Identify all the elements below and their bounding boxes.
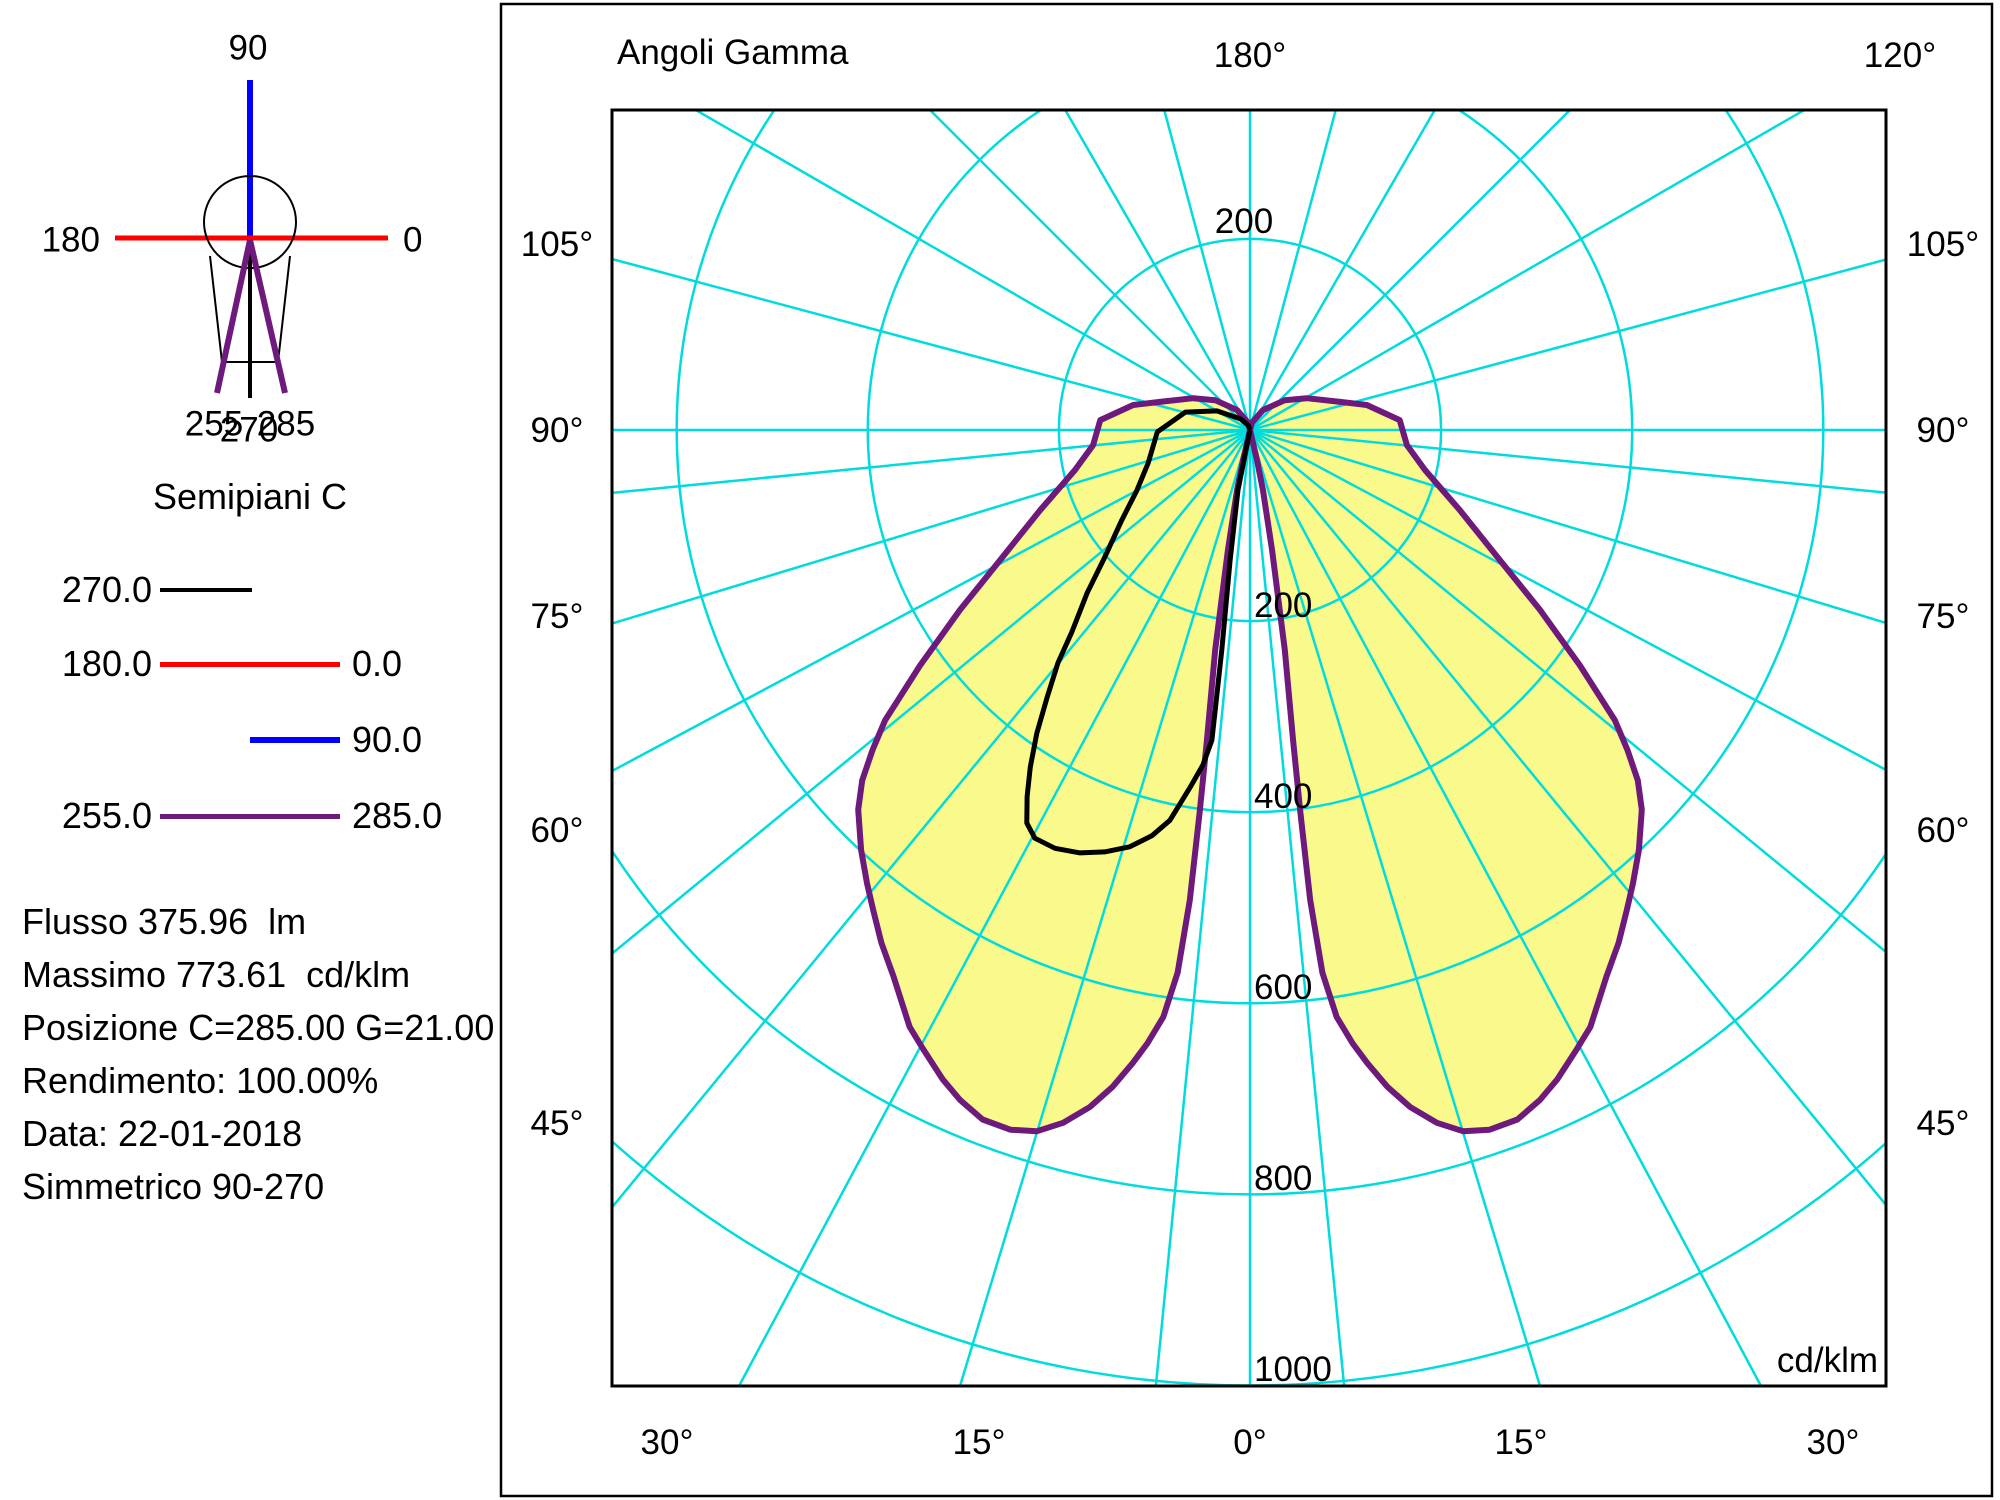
radial-value-label: 400 xyxy=(1254,777,1312,816)
grid-ray-upper xyxy=(1249,110,1807,432)
info-date: Data: 22-01-2018 xyxy=(22,1113,303,1154)
gamma-angle-label: 30° xyxy=(1807,1423,1860,1462)
curve-envelope-fill xyxy=(858,398,1642,1132)
grid-ray-lower xyxy=(1249,428,1886,772)
lamp-label-255: 255 xyxy=(184,404,244,444)
legend-label-180: 180.0 xyxy=(61,643,152,684)
grid-ray-lower xyxy=(612,429,1251,1210)
grid-ray-lower xyxy=(1249,428,1886,625)
radial-value-label: 200 xyxy=(1215,202,1273,241)
legend-label-90: 90.0 xyxy=(352,719,423,760)
lamp-bulb-cone-right xyxy=(277,255,291,363)
info-maximum: Massimo 773.61 cd/klm xyxy=(22,954,411,995)
grid-ray-lower xyxy=(612,428,1251,773)
gamma-angle-label: 60° xyxy=(531,811,584,850)
gamma-angle-label: 60° xyxy=(1917,811,1970,850)
radial-value-label: 1000 xyxy=(1254,1350,1332,1389)
lamp-label-0: 0 xyxy=(403,220,423,260)
grid-ray-upper xyxy=(1063,110,1252,431)
legend-line-0-180 xyxy=(160,662,340,667)
grid-ray-upper xyxy=(928,110,1251,431)
grid-ray-upper xyxy=(693,110,1251,432)
chart-title: Angoli Gamma xyxy=(617,33,849,72)
lamp-plane-255-line xyxy=(214,239,253,394)
legend-label-270: 270.0 xyxy=(61,569,152,610)
grid-ray-lower xyxy=(612,428,1251,495)
radial-value-label: 200 xyxy=(1254,586,1312,625)
sidebar: 90 180 0 255 270 285 Semipiani C 270.0 1… xyxy=(0,0,500,1500)
gamma-angle-label: 75° xyxy=(531,597,584,636)
grid-ray-lower xyxy=(1248,429,1346,1386)
radial-value-label: 800 xyxy=(1254,1159,1312,1198)
gamma-angle-label: 120° xyxy=(1864,36,1936,75)
photometric-info: Flusso 375.96 lm Massimo 773.61 cd/klm P… xyxy=(22,895,494,1213)
info-position: Posizione C=285.00 G=21.00 xyxy=(22,1007,495,1048)
gamma-angle-label: 15° xyxy=(953,1423,1006,1462)
grid-ray-lower xyxy=(1249,428,1886,494)
legend-label-255: 255.0 xyxy=(61,795,152,836)
lamp-label-270: 270 xyxy=(219,410,279,450)
legend-label-285: 285.0 xyxy=(352,795,443,836)
lamp-label-90: 90 xyxy=(228,28,268,68)
grid-ray-upper xyxy=(1248,110,1437,431)
radial-value-label: 600 xyxy=(1254,968,1312,1007)
legend-line-270 xyxy=(160,588,252,592)
lamp-plane-285-line xyxy=(247,239,288,394)
grid-ray-lower xyxy=(1249,429,1886,954)
gamma-angle-label: 45° xyxy=(1917,1104,1970,1143)
lamp-label-180: 180 xyxy=(41,220,100,260)
gamma-angle-label: 15° xyxy=(1495,1423,1548,1462)
gamma-angle-label: 90° xyxy=(1917,411,1970,450)
grid-ray-lower xyxy=(1249,429,1886,1207)
gamma-angle-label: 105° xyxy=(1907,225,1979,264)
curve-270 xyxy=(1024,408,1253,856)
grid-ray-lower xyxy=(612,429,1251,956)
plot-inner-border xyxy=(610,108,1888,1388)
grid-ray-lower xyxy=(612,428,1251,625)
gamma-angle-label: 0° xyxy=(1233,1423,1266,1462)
legend-label-0: 0.0 xyxy=(352,643,403,684)
gamma-angle-label: 90° xyxy=(531,411,584,450)
grid-circle-800 xyxy=(612,848,1886,1196)
gamma-angle-label: 180° xyxy=(1214,36,1286,75)
info-efficiency: Rendimento: 100.00% xyxy=(22,1060,379,1101)
gamma-angle-label: 75° xyxy=(1917,597,1970,636)
legend-line-255-285 xyxy=(160,814,340,819)
grid-ray-upper xyxy=(1248,110,1338,431)
grid-ray-upper xyxy=(1249,110,1572,431)
lamp-symbol xyxy=(115,80,388,398)
grid-ray-lower xyxy=(1248,429,1542,1386)
gamma-angle-label: 105° xyxy=(521,225,593,264)
info-symmetry: Simmetrico 90-270 xyxy=(22,1166,325,1207)
grid-ray-upper xyxy=(1249,258,1886,432)
info-flux: Flusso 375.96 lm xyxy=(22,901,307,942)
gamma-angle-label: 45° xyxy=(531,1104,584,1143)
grid-ray-lower xyxy=(1154,429,1252,1386)
lamp-bulb-cone-left xyxy=(209,255,223,363)
chart-outer-border xyxy=(499,2,1994,1498)
grid-ray-lower xyxy=(958,429,1252,1386)
gamma-angle-label: 30° xyxy=(641,1423,694,1462)
grid-ray-upper xyxy=(612,257,1251,432)
lamp-label-285: 285 xyxy=(256,404,316,444)
semipiani-title: Semipiani C xyxy=(152,476,348,517)
legend-line-90 xyxy=(250,737,340,743)
grid-ray-upper xyxy=(1162,110,1252,431)
unit-label: cd/klm xyxy=(1777,1341,1878,1380)
